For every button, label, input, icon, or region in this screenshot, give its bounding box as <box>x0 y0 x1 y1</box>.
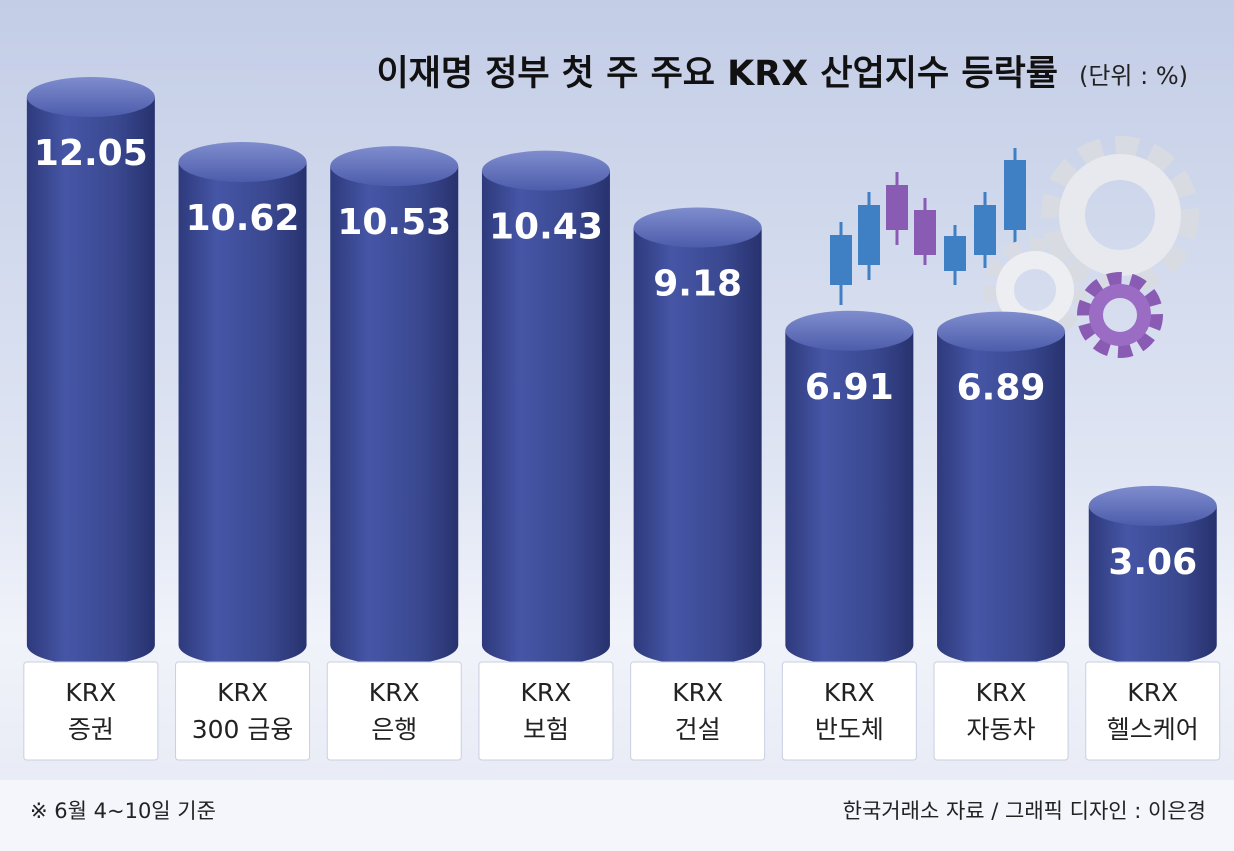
chart-title: 이재명 정부 첫 주 주요 KRX 산업지수 등락률 <box>376 54 1058 94</box>
bar <box>633 227 762 665</box>
value-label: 10.62 <box>186 198 300 239</box>
x-tick-label: KRX <box>824 678 875 707</box>
value-label: 9.18 <box>653 264 742 305</box>
value-label: 6.89 <box>957 368 1046 409</box>
x-tick-label: 반도체 <box>815 715 884 744</box>
decoration <box>830 136 1199 358</box>
value-label: 6.91 <box>805 367 894 408</box>
category-box <box>175 661 311 761</box>
bar-top <box>1088 485 1217 526</box>
category-box <box>478 661 614 761</box>
bar-top <box>330 146 459 187</box>
category-box <box>630 661 766 761</box>
bar <box>1088 505 1217 665</box>
bar <box>481 170 610 665</box>
unit-label: (단위 : %) <box>1079 62 1188 90</box>
x-tick-label: KRX <box>672 678 723 707</box>
bar-top <box>26 77 155 117</box>
x-tick-label: 건설 <box>675 715 721 744</box>
x-tick-label: 자동차 <box>967 715 1036 744</box>
value-label: 10.53 <box>337 202 451 243</box>
bar-top <box>633 207 762 248</box>
x-tick-label: KRX <box>976 678 1027 707</box>
source: 한국거래소 자료 / 그래픽 디자인 : 이은경 <box>843 799 1206 823</box>
x-tick-label: KRX <box>1127 678 1178 707</box>
category-box <box>781 661 917 761</box>
bar <box>937 331 1066 665</box>
x-tick-label: 300 금융 <box>192 715 294 744</box>
value-label: 10.43 <box>489 207 603 248</box>
bar-top <box>937 311 1066 352</box>
bar-top <box>481 150 610 191</box>
bar <box>330 166 459 665</box>
bar-top <box>785 310 914 351</box>
x-tick-label: KRX <box>520 678 571 707</box>
category-box <box>23 661 159 761</box>
x-tick-label: KRX <box>369 678 420 707</box>
category-box <box>326 661 462 761</box>
x-tick-label: KRX <box>217 678 268 707</box>
x-tick-label: 은행 <box>371 715 417 744</box>
category-box <box>933 661 1069 761</box>
bar <box>178 162 307 665</box>
bar <box>785 330 914 665</box>
footer-band <box>0 780 1234 851</box>
x-tick-label: KRX <box>65 678 116 707</box>
value-label: 12.05 <box>34 133 148 174</box>
footnote: ※ 6월 4~10일 기준 <box>30 799 216 823</box>
category-box <box>1085 661 1221 761</box>
plot: 12.05 KRX 증권 10.62 KRX 300 금융 10.53 KRX 은행 10.43 K… <box>23 77 1221 761</box>
x-tick-label: 헬스케어 <box>1107 715 1199 744</box>
bar-top <box>178 142 307 183</box>
value-label: 3.06 <box>1108 542 1197 583</box>
x-tick-label: 보험 <box>523 715 569 744</box>
bar <box>26 97 155 665</box>
x-tick-label: 증권 <box>68 715 114 744</box>
